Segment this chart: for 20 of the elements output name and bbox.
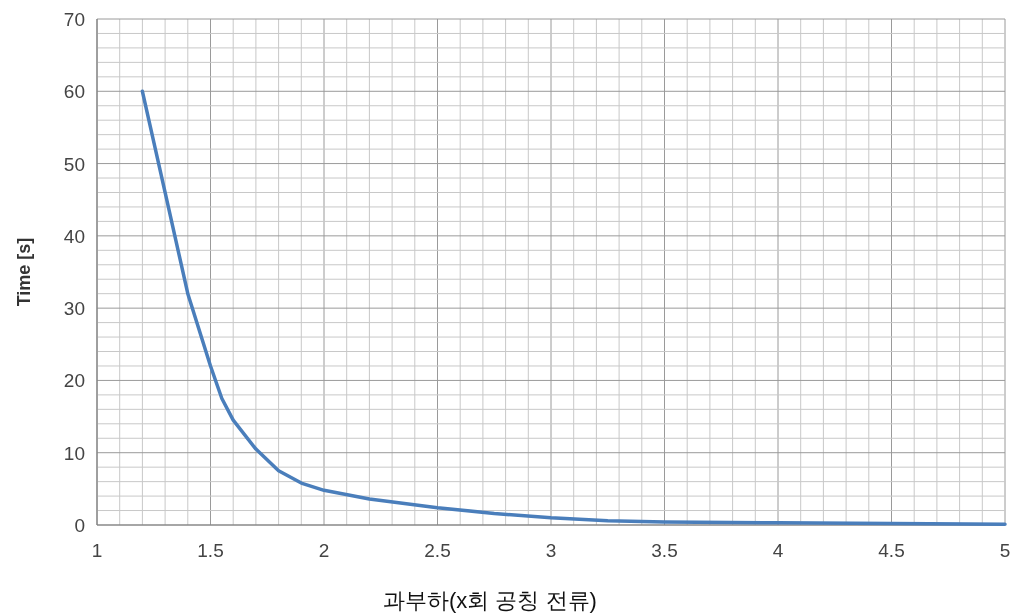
y-tick-label: 70 [63, 9, 85, 30]
y-tick-label: 30 [63, 298, 85, 320]
x-tick-label: 3 [545, 540, 557, 561]
y-tick-label: 20 [63, 370, 85, 392]
y-tick-label: 40 [63, 225, 85, 247]
x-tick-label: 1 [91, 540, 103, 561]
line-series [140, 89, 1007, 527]
y-tick-label: 10 [63, 442, 85, 464]
x-axis-title: 과부하(x회 공칭 전류) [383, 588, 597, 613]
y-tick-label: 0 [74, 515, 85, 536]
y-tick-label: 50 [63, 153, 85, 175]
x-tick-label: 2.5 [424, 540, 451, 561]
x-tick-label: 5 [999, 540, 1011, 561]
y-axis-title: Time [s] [14, 237, 34, 307]
y-tick-label: 60 [63, 81, 85, 103]
x-tick-label: 4 [772, 540, 784, 561]
x-tick-label: 2 [318, 540, 330, 561]
x-tick-label: 3.5 [651, 540, 678, 561]
x-tick-label: 1.5 [197, 540, 224, 561]
x-tick-label: 4.5 [878, 540, 905, 561]
